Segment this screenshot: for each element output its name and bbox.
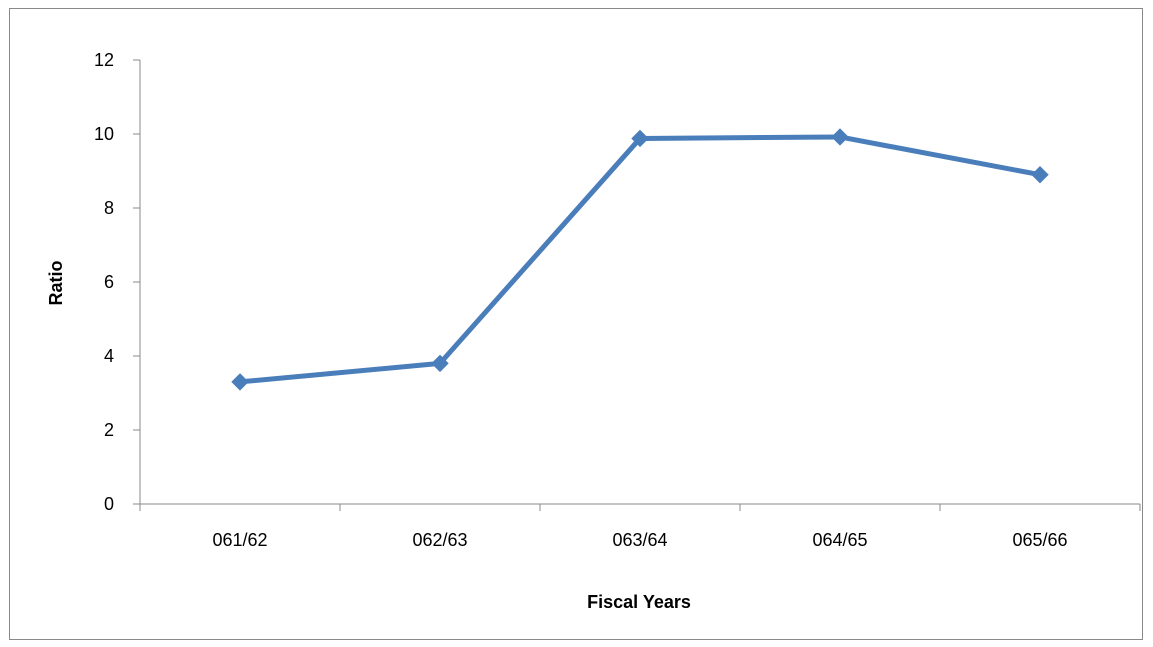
y-axis-ticks: 0 2 4 6 8 10 12 [94, 50, 140, 514]
y-tick-label: 4 [104, 346, 114, 366]
x-tick-label: 063/64 [612, 530, 667, 550]
data-point-marker [431, 354, 449, 373]
series-layer [231, 128, 1049, 391]
x-tick-label: 061/62 [212, 530, 267, 550]
y-tick-label: 0 [104, 494, 114, 514]
x-tick-label: 064/65 [812, 530, 867, 550]
chart-frame [9, 8, 1143, 640]
x-tick-label: 062/63 [412, 530, 467, 550]
y-axis-title: Ratio [46, 260, 66, 305]
data-point-marker [631, 129, 649, 148]
data-point-marker [831, 128, 849, 146]
x-axis-title: Fiscal Years [587, 592, 691, 612]
x-tick-label: 065/66 [1012, 530, 1067, 550]
axes [133, 60, 1140, 505]
y-tick-label: 8 [104, 198, 114, 218]
series-line [237, 134, 1043, 385]
y-tick-label: 2 [104, 420, 114, 440]
y-tick-label: 10 [94, 124, 114, 144]
data-point-marker [1031, 165, 1049, 184]
x-axis-ticks: 061/62 062/63 063/64 064/65 065/66 [139, 504, 1141, 550]
y-tick-label: 12 [94, 50, 114, 70]
y-tick-label: 6 [104, 272, 114, 292]
data-point-marker [231, 373, 249, 391]
